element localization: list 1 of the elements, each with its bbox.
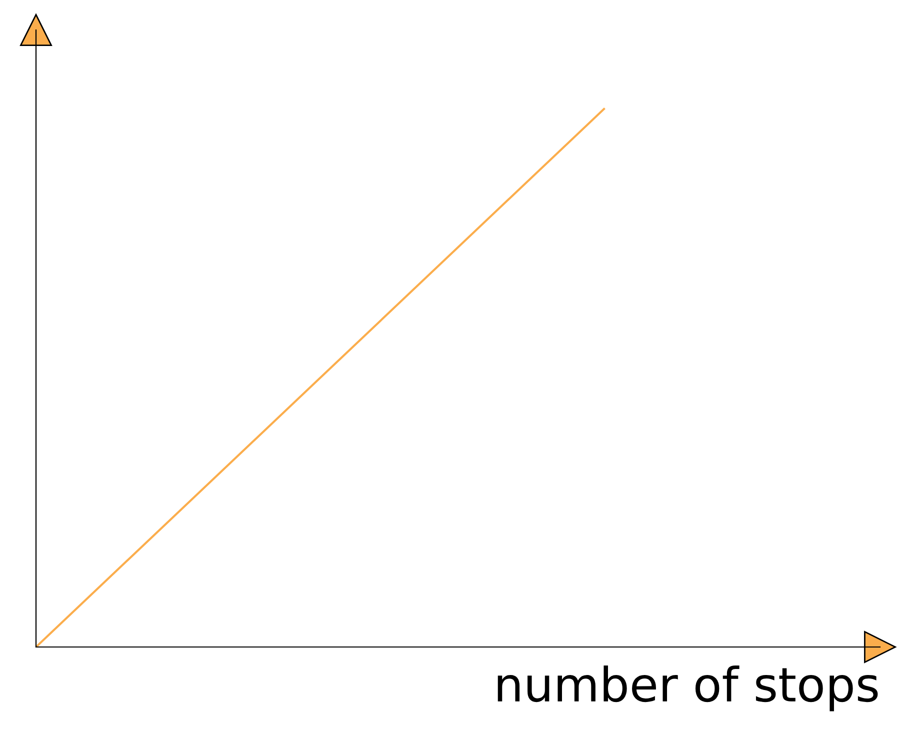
x-axis-title: number of stops <box>498 666 878 712</box>
